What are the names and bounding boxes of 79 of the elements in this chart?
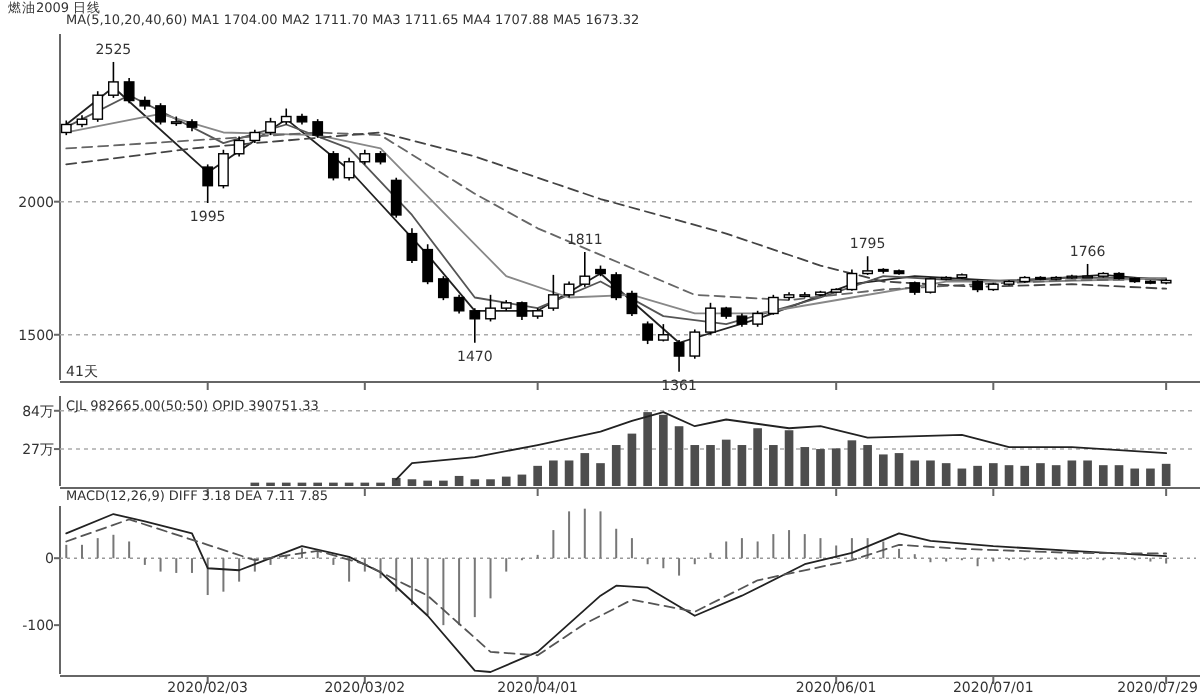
bar xyxy=(611,445,621,486)
bar xyxy=(454,475,464,486)
bar xyxy=(910,460,920,486)
bar xyxy=(643,412,652,486)
bar xyxy=(533,465,542,486)
bar xyxy=(659,414,668,486)
candlestick xyxy=(516,300,528,321)
candlestick xyxy=(390,176,402,219)
candlestick xyxy=(469,307,481,344)
bar xyxy=(407,479,417,486)
candlestick xyxy=(202,163,214,204)
bar xyxy=(800,447,810,486)
candlestick xyxy=(626,290,638,317)
candlestick xyxy=(579,251,591,288)
bar xyxy=(957,468,967,486)
bar xyxy=(580,453,590,486)
bar xyxy=(1114,465,1124,486)
bar xyxy=(596,463,605,486)
bar xyxy=(737,445,747,486)
candlestick xyxy=(123,77,135,104)
bar xyxy=(1098,465,1108,486)
bar xyxy=(721,439,731,486)
bar xyxy=(879,454,888,486)
bar xyxy=(470,479,480,486)
candlestick xyxy=(705,302,716,336)
bar xyxy=(674,426,684,486)
bar xyxy=(973,465,982,486)
bar xyxy=(847,440,857,486)
bar xyxy=(784,430,794,486)
bar xyxy=(894,453,904,486)
candlestick xyxy=(406,227,418,264)
bar xyxy=(486,479,495,486)
bar xyxy=(1004,465,1014,486)
candlestick xyxy=(453,294,465,315)
bar xyxy=(753,428,762,486)
bar xyxy=(988,463,998,486)
bar xyxy=(941,463,951,486)
candlestick xyxy=(673,339,685,373)
candlestick xyxy=(547,274,559,312)
line-series xyxy=(395,411,1168,481)
candlestick xyxy=(437,275,449,301)
candlestick xyxy=(233,135,245,158)
bar xyxy=(627,433,637,486)
candlestick xyxy=(485,294,496,323)
bar xyxy=(1020,465,1030,486)
candlestick xyxy=(92,90,104,123)
bar xyxy=(423,480,432,486)
bar xyxy=(769,445,778,486)
candlestick xyxy=(767,294,779,316)
candlestick xyxy=(327,150,339,182)
candlestick xyxy=(217,148,229,190)
bar xyxy=(1067,460,1077,486)
bar xyxy=(1083,460,1092,486)
bar xyxy=(816,449,825,486)
bar xyxy=(831,448,841,486)
candlestick xyxy=(689,328,701,360)
bar xyxy=(863,445,872,486)
candlestick xyxy=(343,156,355,182)
bar xyxy=(926,460,935,486)
bar xyxy=(1161,463,1171,486)
candlestick xyxy=(422,243,434,285)
bar xyxy=(1146,468,1155,486)
bar xyxy=(1130,468,1140,486)
bar xyxy=(706,445,715,486)
candlestick xyxy=(610,271,622,301)
candlestick xyxy=(155,102,166,126)
candlestick xyxy=(846,268,858,292)
bar xyxy=(391,477,401,486)
candlestick xyxy=(642,320,654,345)
bar xyxy=(549,460,558,486)
candlestick xyxy=(312,118,324,139)
bar xyxy=(690,445,700,486)
bar xyxy=(439,480,448,486)
candlestick xyxy=(862,255,874,276)
bar xyxy=(1051,465,1061,486)
bar xyxy=(564,460,574,486)
bar xyxy=(1036,463,1045,486)
bar xyxy=(501,476,511,486)
candlestick xyxy=(108,61,119,99)
